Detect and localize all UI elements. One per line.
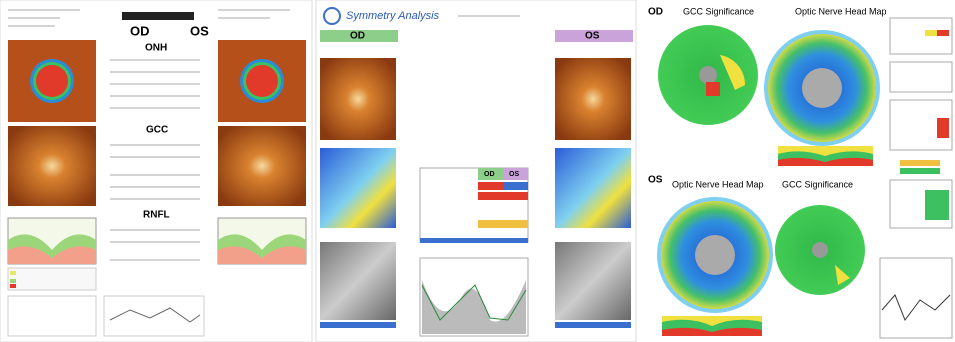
left-report: OD OS ONH GCC RNFL — [0, 0, 312, 342]
symmetry-report: Symmetry Analysis OD OS OD OS — [316, 0, 636, 342]
report-title: Symmetry Analysis — [346, 10, 440, 22]
column-header: OD — [350, 31, 365, 42]
eye-label: OS — [648, 175, 663, 186]
column-header: OS — [585, 31, 600, 42]
section-title: GCC — [146, 125, 168, 136]
map-title: GCC Significance — [683, 6, 754, 16]
map-title: GCC Significance — [782, 179, 853, 189]
eye-label: OS — [190, 23, 209, 38]
eye-label: OD — [130, 23, 150, 38]
section-title: RNFL — [143, 210, 170, 221]
eye-label: OD — [648, 7, 663, 18]
map-title: Optic Nerve Head Map — [795, 6, 887, 16]
section-title: ONH — [145, 43, 167, 54]
screenshot: OD OS ONH GCC RNFL Symme — [0, 0, 955, 342]
maps-report: OD GCC Significance Optic Nerve Head Map… — [640, 0, 955, 342]
table-header: OS — [509, 171, 519, 178]
map-title: Optic Nerve Head Map — [672, 179, 764, 189]
table-header: OD — [484, 171, 495, 178]
